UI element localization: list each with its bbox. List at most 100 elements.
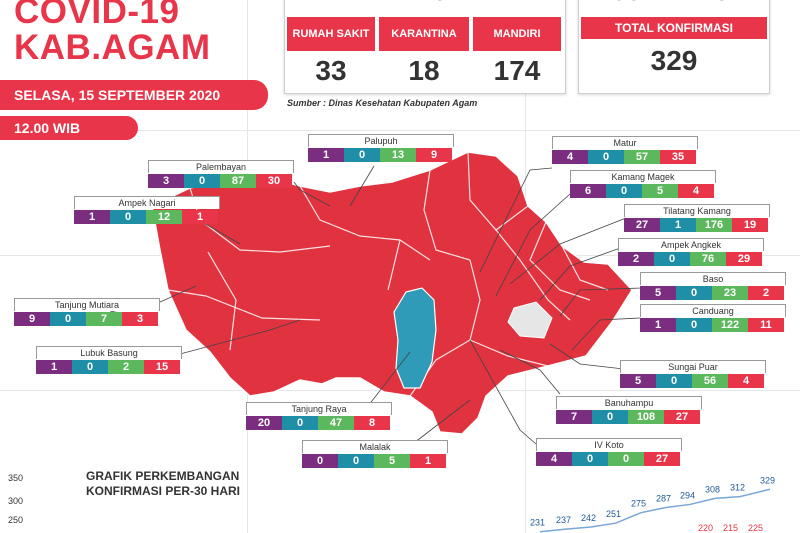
data-label: 287 (656, 493, 671, 503)
data-label: 329 (760, 475, 775, 485)
value-cell: 1 (36, 360, 72, 374)
y-tick-label: 350 (8, 473, 24, 483)
data-label: 294 (680, 490, 695, 500)
value-cell: 0 (676, 318, 712, 332)
source-note: Sumber : Dinas Kesehatan Kabupaten Agam (287, 98, 478, 108)
district-values: 27 1 176 19 (624, 218, 768, 232)
value-cell: 0 (184, 174, 220, 188)
district-name: Matur (552, 136, 698, 149)
value-cell: 1 (660, 218, 696, 232)
value-cell: 0 (50, 312, 86, 326)
y-tick-label: 250 (8, 515, 24, 525)
time-pill: 12.00 WIB (0, 116, 138, 140)
value-cell: 27 (624, 218, 660, 232)
district-values: 2 0 76 29 (618, 252, 762, 266)
district-border (469, 339, 549, 367)
stat-value-rumah-sakit: 33 (315, 55, 347, 86)
stat-value-mandiri: 174 (493, 55, 541, 86)
stat-label-mandiri: MANDIRI (473, 17, 561, 51)
value-cell: 122 (712, 318, 748, 332)
leader-line (409, 399, 471, 447)
chart-title-line1: GRAFIK PERKEMBANGAN (86, 469, 240, 483)
data-label: 231 (530, 518, 545, 528)
value-cell: 5 (640, 286, 676, 300)
value-cell: 56 (692, 374, 728, 388)
chart-title: GRAFIK PERKEMBANGAN KONFIRMASI PER-30 HA… (86, 469, 240, 499)
stat-value-total: 329 (650, 45, 698, 76)
value-cell: 3 (148, 174, 184, 188)
value-cell: 0 (592, 410, 628, 424)
value-cell: 13 (380, 148, 416, 162)
stat-card-treatment: 225 RUMAH SAKIT KARANTINA MANDIRI 33 18 … (284, 0, 566, 94)
series-line (539, 488, 771, 533)
district-name: Tilatang Kamang (624, 204, 770, 217)
value-cell: 4 (552, 150, 588, 164)
value-cell: 0 (110, 210, 146, 224)
leader-line (499, 349, 561, 395)
value-cell: 2 (108, 360, 144, 374)
value-cell: 0 (588, 150, 624, 164)
district-name: Baso (640, 272, 786, 285)
district-name: Tanjung Raya (246, 402, 392, 415)
data-label: 220 (698, 523, 713, 533)
district-values: 1 0 122 11 (640, 318, 784, 332)
chart-title-line2: KONFIRMASI PER-30 HARI (86, 484, 241, 498)
value-cell: 8 (354, 416, 390, 430)
district-border (189, 187, 331, 253)
district-values: 1 0 2 15 (36, 360, 180, 374)
district-border (299, 185, 431, 261)
value-cell: 0 (656, 374, 692, 388)
data-label: 215 (723, 523, 738, 533)
district-name: Malalak (302, 440, 448, 453)
value-cell: 2 (748, 286, 784, 300)
excluded-area (507, 301, 553, 339)
district-values: 3 0 87 30 (148, 174, 292, 188)
district-values: 7 0 108 27 (556, 410, 700, 424)
district-name: Palupuh (308, 134, 454, 147)
leader-line (469, 339, 537, 445)
data-label: 225 (748, 523, 763, 533)
value-cell: 1 (182, 210, 218, 224)
district-name: Lubuk Basung (36, 346, 182, 359)
value-cell: 5 (642, 184, 678, 198)
value-cell: 12 (146, 210, 182, 224)
district-values: 1 0 13 9 (308, 148, 452, 162)
value-cell: 23 (712, 286, 748, 300)
value-cell: 0 (654, 252, 690, 266)
value-cell: 176 (696, 218, 732, 232)
leader-line (179, 319, 301, 355)
district-name: Banuhampu (556, 396, 702, 409)
value-cell: 29 (726, 252, 762, 266)
data-label: 308 (705, 484, 720, 494)
district-border (495, 229, 571, 321)
district-name: Ampek Angkek (618, 238, 764, 251)
value-cell: 35 (660, 150, 696, 164)
value-cell: 7 (86, 312, 122, 326)
leader-line (571, 317, 641, 351)
stat-label-karantina: KARANTINA (379, 17, 469, 51)
district-values: 1 0 12 1 (74, 210, 218, 224)
district-values: 4 0 0 27 (536, 452, 680, 466)
district-border (387, 239, 401, 291)
value-cell: 30 (256, 174, 292, 188)
leader-line (509, 217, 627, 285)
value-cell: 0 (338, 454, 374, 468)
stat-value-karantina: 18 (408, 55, 440, 86)
title-region: KAB.AGAM (14, 28, 211, 67)
value-cell: 0 (606, 184, 642, 198)
district-border (423, 169, 471, 261)
data-label: 242 (581, 513, 596, 523)
value-cell: 0 (676, 286, 712, 300)
stat-card-total: 98 6 TOTAL KONFIRMASI 329 (578, 0, 770, 94)
district-name: IV Koto (536, 438, 682, 451)
value-cell: 27 (664, 410, 700, 424)
stat-label-total: TOTAL KONFIRMASI (581, 17, 767, 39)
value-cell: 6 (570, 184, 606, 198)
value-cell: 4 (728, 374, 764, 388)
district-values: 5 0 23 2 (640, 286, 784, 300)
